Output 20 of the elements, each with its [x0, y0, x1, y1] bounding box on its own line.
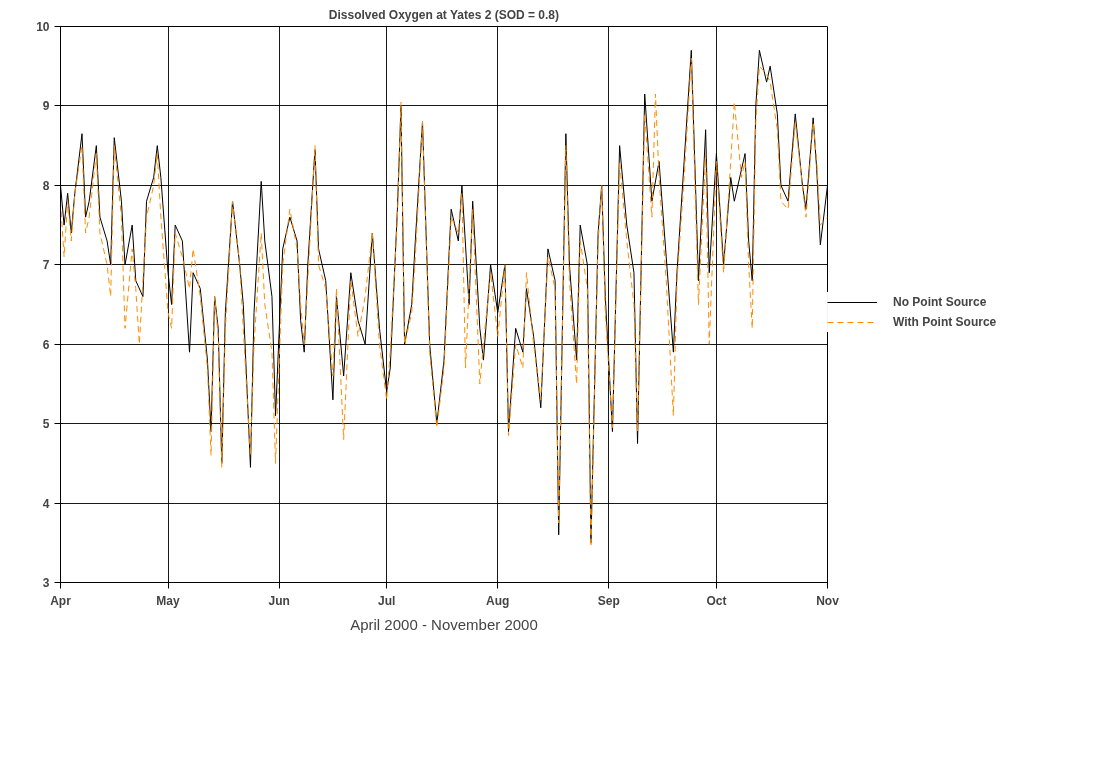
chart-title: Dissolved Oxygen at Yates 2 (SOD = 0.8) — [328, 7, 559, 22]
y-tick-label: 8 — [42, 178, 50, 193]
y-tick-label: 4 — [42, 496, 50, 511]
x-tick-label: May — [156, 593, 181, 608]
x-axis-title: April 2000 - November 2000 — [350, 615, 538, 633]
x-tick-label: Oct — [706, 593, 727, 608]
y-tick-label: 10 — [36, 20, 50, 34]
y-tick-label: 5 — [42, 417, 50, 432]
x-tick-label: Jul — [377, 593, 396, 608]
x-tick-label: Sep — [597, 593, 620, 608]
x-tick-label: Apr — [50, 593, 72, 608]
legend-label: With Point Source — [893, 315, 997, 329]
x-tick-label: Nov — [816, 593, 840, 608]
legend-label: No Point Source — [893, 295, 987, 309]
y-tick-label: 7 — [42, 258, 50, 273]
y-tick-label: 9 — [42, 99, 50, 114]
x-tick-label: Aug — [486, 593, 510, 608]
y-tick-label: 3 — [42, 576, 50, 590]
x-tick-label: Jun — [268, 593, 290, 608]
y-tick-label: 6 — [42, 337, 50, 352]
